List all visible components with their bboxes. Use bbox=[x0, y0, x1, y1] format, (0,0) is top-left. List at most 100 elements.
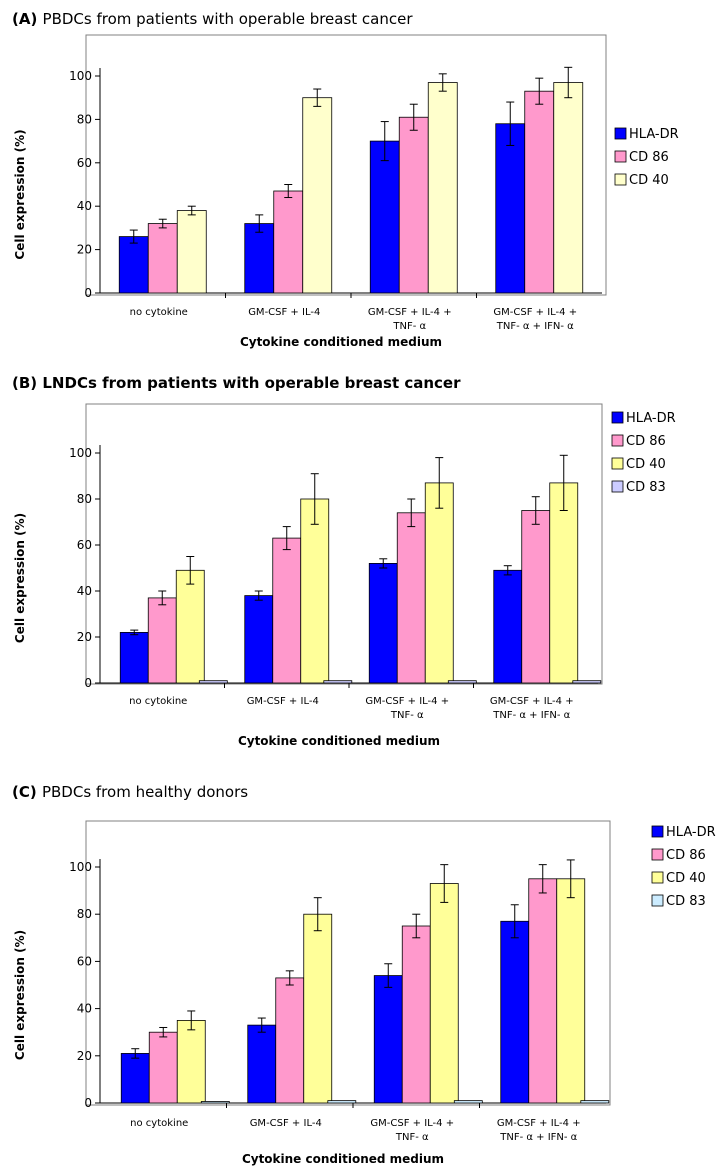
legend-label: CD 40 bbox=[626, 457, 666, 472]
y-tick-label: 20 bbox=[77, 630, 92, 644]
legend-swatch bbox=[614, 150, 627, 163]
bar-cd-83 bbox=[453, 1100, 483, 1104]
category-label: GM-CSF + IL-4 bbox=[247, 696, 319, 707]
bar-hla-dr bbox=[369, 140, 400, 294]
plot-area-frame bbox=[85, 403, 603, 685]
chart-title-text: PBDCs from healthy donors bbox=[42, 783, 248, 801]
chart-title-prefix: (B) bbox=[12, 374, 42, 392]
legend-label: CD 40 bbox=[666, 871, 706, 886]
bar-cd-86 bbox=[148, 1031, 178, 1104]
chart-title-prefix: (A) bbox=[12, 10, 43, 28]
y-tick-label: 80 bbox=[77, 492, 92, 506]
bar-cd-40 bbox=[303, 913, 333, 1104]
legend-label: CD 83 bbox=[666, 894, 706, 909]
category-label: GM-CSF + IL-4 + bbox=[370, 1118, 454, 1129]
bar-cd-40 bbox=[424, 482, 454, 684]
bar-hla-dr bbox=[119, 632, 149, 684]
category-label: GM-CSF + IL-4 + bbox=[365, 696, 449, 707]
x-axis-title: Cytokine conditioned medium bbox=[238, 734, 440, 748]
bar-cd-40 bbox=[300, 498, 330, 684]
bar-cd-40 bbox=[553, 82, 584, 294]
y-tick-label: 60 bbox=[77, 538, 92, 552]
chart-title-text: PBDCs from patients with operable breast… bbox=[43, 10, 414, 28]
category-label: GM-CSF + IL-4 + bbox=[497, 1118, 581, 1129]
bar-cd-86 bbox=[272, 537, 302, 684]
bar-hla-dr bbox=[244, 595, 274, 684]
bar-cd-86 bbox=[147, 223, 178, 294]
legend-swatch bbox=[614, 173, 627, 186]
bar-cd-86 bbox=[398, 116, 429, 294]
y-tick-label: 0 bbox=[84, 1096, 92, 1110]
bar-cd-86 bbox=[521, 510, 551, 684]
legend-label: CD 83 bbox=[626, 480, 666, 495]
bar-hla-dr bbox=[247, 1024, 277, 1104]
bar-hla-dr bbox=[120, 1053, 150, 1104]
y-axis-title: Cell expression (%) bbox=[13, 513, 27, 643]
category-label: TNF- α bbox=[395, 1132, 429, 1143]
bar-cd-40 bbox=[429, 883, 459, 1104]
category-label: GM-CSF + IL-4 + bbox=[490, 696, 574, 707]
category-label: GM-CSF + IL-4 bbox=[250, 1118, 322, 1129]
x-axis-title: Cytokine conditioned medium bbox=[240, 335, 442, 349]
legend-swatch bbox=[651, 894, 664, 907]
category-label: GM-CSF + IL-4 bbox=[248, 307, 320, 318]
chart-panel-c: (C) PBDCs from healthy donors 0 20 40 60 80 10… bbox=[12, 783, 716, 1166]
category-label: TNF- α + IFN- α bbox=[499, 1132, 577, 1143]
category-label: TNF- α + IFN- α bbox=[492, 710, 570, 721]
bar-cd-86 bbox=[528, 878, 558, 1104]
y-tick-label: 100 bbox=[69, 860, 92, 874]
legend-swatch bbox=[611, 480, 624, 493]
y-tick-label: 0 bbox=[84, 676, 92, 690]
legend-label: CD 86 bbox=[626, 434, 666, 449]
bar-cd-83 bbox=[200, 1101, 230, 1104]
chart-title-text: LNDCs from patients with operable breast… bbox=[42, 374, 461, 392]
bar-cd-83 bbox=[327, 1100, 357, 1104]
y-tick-label: 80 bbox=[77, 907, 92, 921]
y-tick-label: 40 bbox=[77, 584, 92, 598]
bar-hla-dr bbox=[368, 563, 398, 684]
bar-cd-86 bbox=[396, 512, 426, 684]
y-axis-title: Cell expression (%) bbox=[13, 129, 27, 259]
bar-cd-86 bbox=[401, 925, 431, 1104]
x-axis-title: Cytokine conditioned medium bbox=[242, 1152, 444, 1166]
bar-cd-40 bbox=[176, 1020, 206, 1104]
legend-label: CD 86 bbox=[629, 150, 669, 165]
legend-label: CD 40 bbox=[629, 173, 669, 188]
bar-cd-40 bbox=[556, 878, 586, 1104]
bar-cd-83 bbox=[198, 680, 228, 684]
category-label: TNF- α + IFN- α bbox=[496, 321, 574, 332]
bar-cd-86 bbox=[273, 190, 304, 294]
y-tick-label: 20 bbox=[77, 1049, 92, 1063]
chart-title: (A) PBDCs from patients with operable br… bbox=[12, 10, 413, 28]
category-label: TNF- α bbox=[390, 710, 424, 721]
plot-area-frame bbox=[85, 34, 607, 296]
legend-swatch bbox=[651, 825, 664, 838]
chart-title: (B) LNDCs from patients with operable br… bbox=[12, 374, 461, 392]
y-tick-label: 60 bbox=[77, 156, 92, 170]
bar-hla-dr bbox=[244, 223, 275, 294]
y-tick-label: 40 bbox=[77, 1002, 92, 1016]
bar-hla-dr bbox=[495, 123, 526, 294]
y-tick-label: 60 bbox=[77, 954, 92, 968]
category-label: GM-CSF + IL-4 + bbox=[368, 307, 452, 318]
bar-hla-dr bbox=[118, 236, 149, 294]
legend-label: CD 86 bbox=[666, 848, 706, 863]
bar-cd-83 bbox=[572, 680, 602, 684]
chart-panel-b: (B) LNDCs from patients with operable br… bbox=[12, 374, 676, 748]
legend-swatch bbox=[611, 434, 624, 447]
bar-cd-86 bbox=[275, 977, 305, 1104]
chart-title-prefix: (C) bbox=[12, 783, 42, 801]
category-label: no cytokine bbox=[130, 307, 188, 318]
legend-label: HLA-DR bbox=[629, 127, 679, 142]
bar-cd-40 bbox=[176, 210, 207, 294]
category-label: GM-CSF + IL-4 + bbox=[493, 307, 577, 318]
chart-panel-a: (A) PBDCs from patients with operable br… bbox=[12, 10, 679, 349]
legend-label: HLA-DR bbox=[666, 825, 716, 840]
bar-hla-dr bbox=[500, 920, 530, 1104]
category-label: no cytokine bbox=[129, 696, 187, 707]
bar-hla-dr bbox=[373, 975, 403, 1104]
bar-cd-83 bbox=[323, 680, 353, 684]
legend-swatch bbox=[611, 457, 624, 470]
bar-cd-86 bbox=[524, 90, 555, 294]
